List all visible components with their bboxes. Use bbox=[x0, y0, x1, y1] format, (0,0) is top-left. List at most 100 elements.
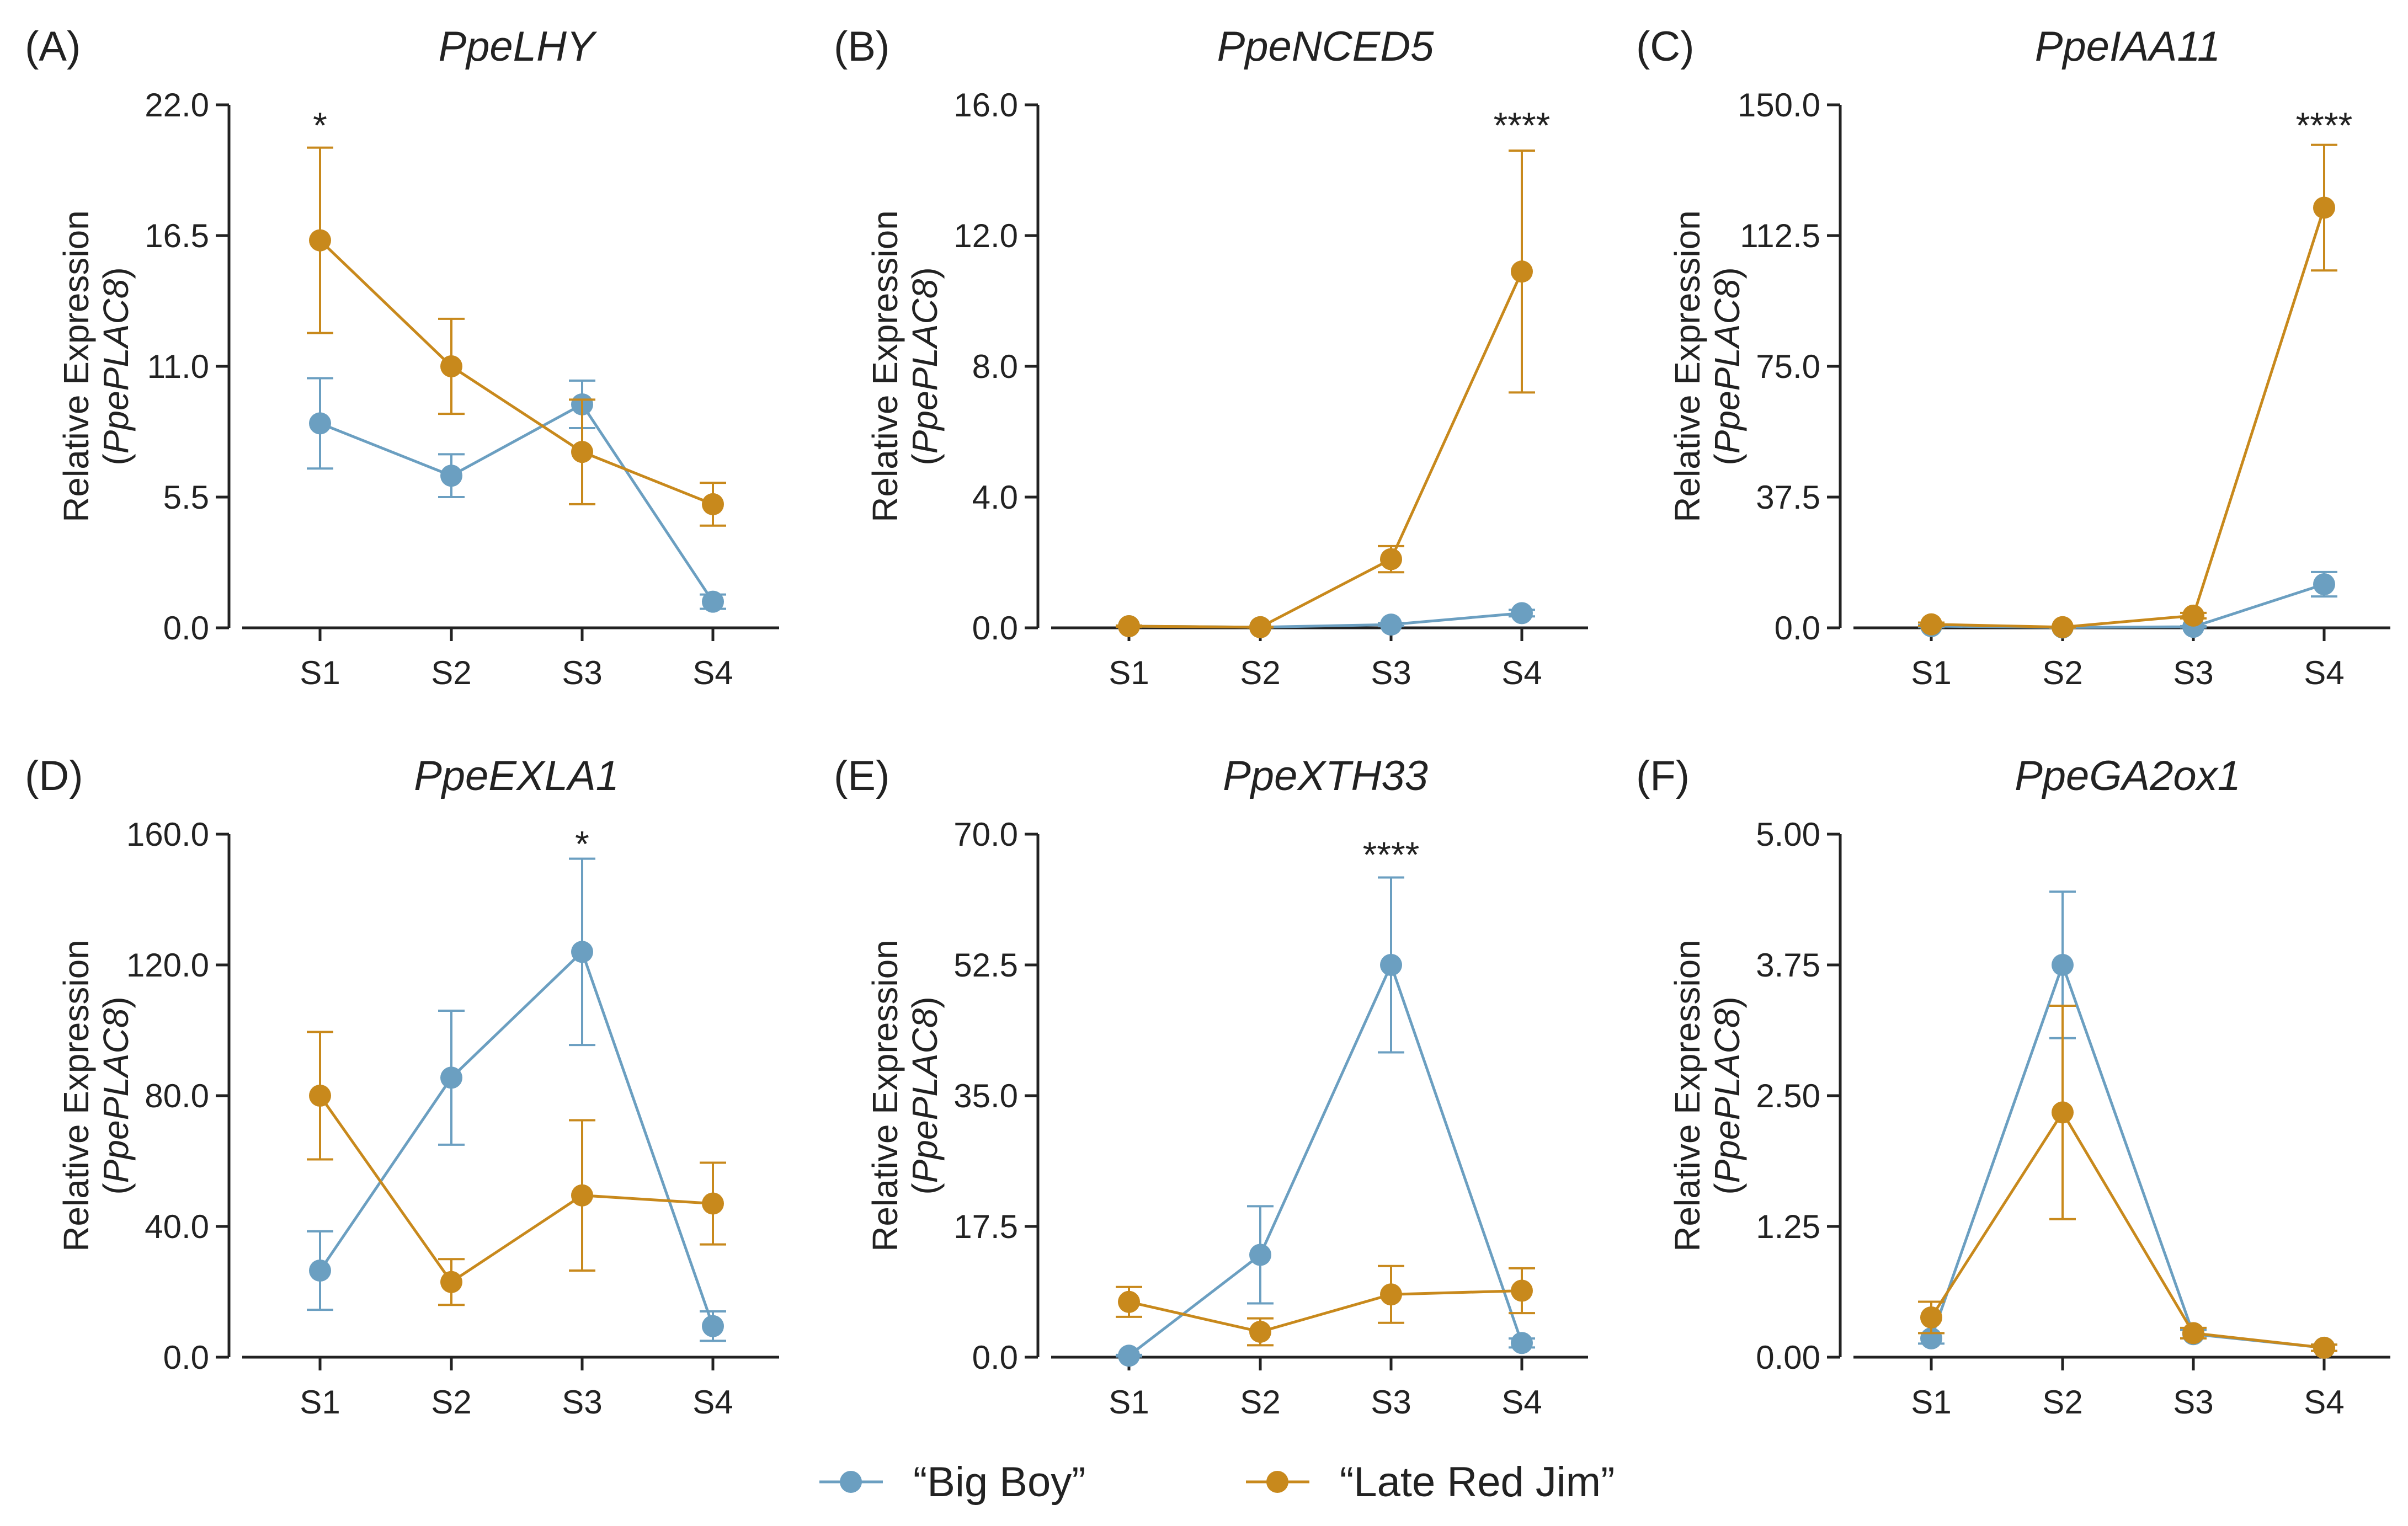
y-axis-label-gene: (PpePLAC8) bbox=[905, 267, 945, 465]
y-tick-label: 22.0 bbox=[145, 87, 209, 124]
data-point bbox=[1380, 954, 1402, 976]
series-line bbox=[1128, 961, 1523, 1357]
y-tick-label: 0.0 bbox=[972, 1339, 1018, 1376]
panel-c: (C) PpeIAA11 Relative Expression (PpePLAC8)… bbox=[1636, 23, 2390, 691]
panel-letter: (F) bbox=[1636, 753, 1690, 799]
data-point bbox=[1380, 613, 1402, 636]
significance-label: **** bbox=[1363, 834, 1420, 875]
x-tick-label: S2 bbox=[431, 654, 471, 691]
x-tick-label: S2 bbox=[2042, 1384, 2082, 1421]
y-tick-label: 75.0 bbox=[1756, 348, 1820, 385]
panel-a: (A) PpeLHY Relative Expression (PpePLAC8) 0.… bbox=[25, 23, 779, 691]
panel-title: PpeLHY bbox=[438, 23, 597, 70]
data-point bbox=[1511, 1332, 1533, 1354]
data-point bbox=[1118, 615, 1140, 638]
panel-title: PpeEXLA1 bbox=[414, 753, 619, 799]
series-big-boy bbox=[1116, 876, 1535, 1367]
panel-letter: (C) bbox=[1636, 23, 1695, 70]
series-late-red-jim bbox=[1116, 149, 1535, 638]
y-tick-label: 40.0 bbox=[145, 1208, 209, 1245]
panel-title: PpeXTH33 bbox=[1223, 753, 1428, 799]
panel-b: (B) PpeNCED5 Relative Expression (PpePLAC8)… bbox=[834, 23, 1588, 691]
y-tick-label: 5.5 bbox=[163, 479, 209, 516]
y-tick-label: 5.00 bbox=[1756, 816, 1820, 853]
data-point bbox=[571, 1184, 593, 1207]
x-tick-label: S4 bbox=[2304, 1384, 2344, 1421]
series-line bbox=[318, 1095, 713, 1284]
y-tick-label: 3.75 bbox=[1756, 947, 1820, 984]
data-point bbox=[309, 1259, 331, 1282]
data-point bbox=[702, 1192, 724, 1215]
x-tick-label: S3 bbox=[1371, 1384, 1411, 1421]
data-point bbox=[309, 412, 331, 435]
y-tick-label: 0.00 bbox=[1756, 1339, 1820, 1376]
x-tick-label: S2 bbox=[431, 1384, 471, 1421]
y-tick-label: 17.5 bbox=[953, 1208, 1018, 1245]
x-tick-label: S1 bbox=[1109, 1384, 1149, 1421]
y-axis-label-gene: (PpePLAC8) bbox=[905, 996, 945, 1194]
series-late-red-jim bbox=[1116, 1264, 1535, 1347]
x-tick-label: S4 bbox=[1501, 654, 1542, 691]
x-tick-label: S2 bbox=[1240, 654, 1280, 691]
x-tick-label: S4 bbox=[1501, 1384, 1542, 1421]
y-axis-label: Relative Expression bbox=[865, 210, 905, 522]
y-tick-label: 4.0 bbox=[972, 479, 1018, 516]
series-late-red-jim bbox=[307, 146, 726, 527]
data-point bbox=[1249, 616, 1271, 638]
data-point bbox=[2313, 573, 2335, 595]
data-point bbox=[309, 1085, 331, 1107]
x-tick-label: S4 bbox=[2304, 654, 2344, 691]
legend-label-big-boy: “Big Boy” bbox=[913, 1459, 1086, 1506]
series-line bbox=[1931, 207, 2326, 629]
legend-label-late-red-jim: “Late Red Jim” bbox=[1340, 1459, 1615, 1506]
data-point bbox=[1920, 613, 1942, 636]
y-tick-label: 120.0 bbox=[126, 947, 209, 984]
data-point bbox=[2052, 616, 2074, 638]
series-big-boy bbox=[1918, 890, 2337, 1359]
data-point bbox=[2052, 1101, 2074, 1124]
y-tick-label: 0.0 bbox=[1775, 610, 1820, 647]
data-point bbox=[440, 355, 462, 377]
x-tick-label: S3 bbox=[562, 1384, 602, 1421]
x-tick-label: S4 bbox=[692, 654, 733, 691]
x-tick-label: S3 bbox=[2173, 1384, 2213, 1421]
y-tick-label: 80.0 bbox=[145, 1077, 209, 1114]
series-line bbox=[319, 402, 715, 602]
x-tick-label: S3 bbox=[2173, 654, 2213, 691]
panel-letter: (B) bbox=[834, 23, 889, 70]
panel-e: (E) PpeXTH33 Relative Expression (PpePLAC8)… bbox=[834, 753, 1588, 1421]
data-point bbox=[571, 941, 593, 963]
series-line bbox=[1930, 961, 2325, 1349]
data-point bbox=[2052, 954, 2074, 976]
data-point bbox=[1920, 1306, 1942, 1328]
series-line bbox=[1128, 1289, 1522, 1333]
data-point bbox=[440, 465, 462, 487]
data-point bbox=[2182, 1322, 2204, 1344]
data-point bbox=[1511, 260, 1533, 283]
panel-title: PpeGA2ox1 bbox=[2015, 753, 2241, 799]
data-point bbox=[1380, 1283, 1402, 1306]
significance-label: **** bbox=[1494, 105, 1551, 146]
y-tick-label: 112.5 bbox=[1740, 217, 1820, 254]
panel-letter: (A) bbox=[25, 23, 81, 70]
data-point bbox=[1380, 548, 1402, 570]
y-tick-label: 8.0 bbox=[972, 348, 1018, 385]
data-point bbox=[1249, 1244, 1271, 1266]
series-line bbox=[1128, 611, 1522, 629]
panel-d: (D) PpeEXLA1 Relative Expression (PpePLAC8)… bbox=[25, 753, 779, 1421]
data-point bbox=[2313, 1336, 2335, 1359]
data-point bbox=[440, 1066, 462, 1089]
significance-label: * bbox=[575, 823, 589, 864]
y-tick-label: 12.0 bbox=[953, 217, 1018, 254]
y-tick-label: 35.0 bbox=[953, 1077, 1018, 1114]
significance-label: **** bbox=[2296, 105, 2353, 146]
y-axis-label: Relative Expression bbox=[865, 940, 905, 1252]
y-axis-label-gene: (PpePLAC8) bbox=[96, 996, 136, 1194]
data-point bbox=[309, 229, 331, 252]
data-point bbox=[1118, 1344, 1140, 1367]
significance-label: * bbox=[313, 105, 327, 146]
y-tick-label: 160.0 bbox=[126, 816, 209, 853]
x-tick-label: S2 bbox=[2042, 654, 2082, 691]
y-tick-label: 16.5 bbox=[145, 217, 209, 254]
x-tick-label: S3 bbox=[1371, 654, 1411, 691]
